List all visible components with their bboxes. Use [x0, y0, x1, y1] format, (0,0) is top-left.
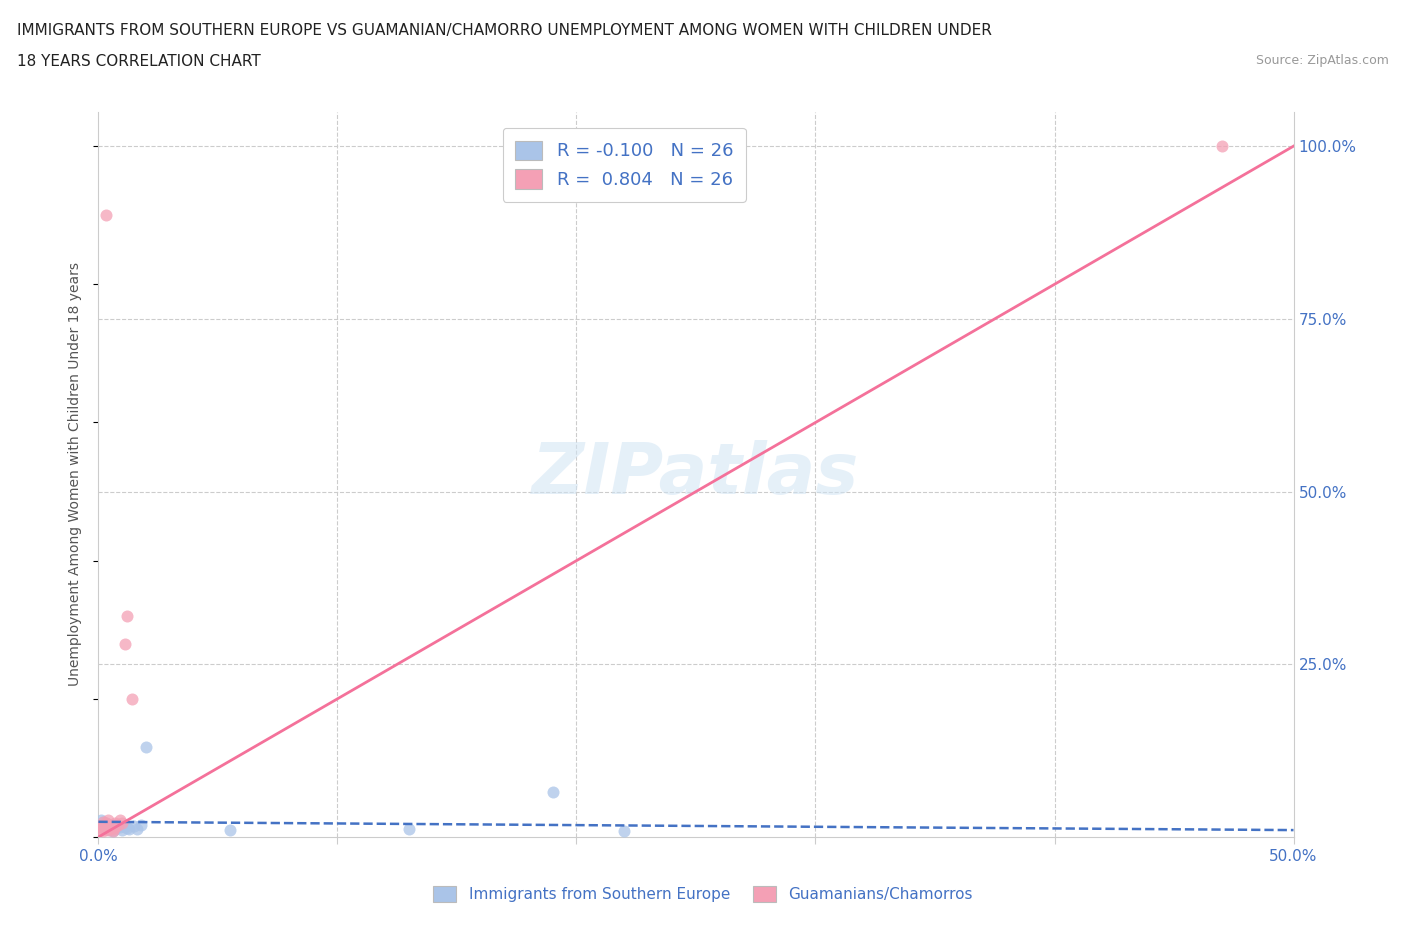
Point	[104, 816, 127, 830]
Point	[98, 817, 122, 832]
Point	[114, 819, 136, 834]
Point	[111, 816, 134, 830]
Point	[541, 785, 564, 800]
Legend: R = -0.100   N = 26, R =  0.804   N = 26: R = -0.100 N = 26, R = 0.804 N = 26	[502, 128, 747, 202]
Point	[107, 818, 129, 833]
Point	[98, 820, 122, 835]
Point	[98, 820, 122, 835]
Point	[398, 821, 420, 836]
Point	[91, 824, 114, 839]
Point	[125, 822, 148, 837]
Point	[101, 821, 124, 836]
Point	[94, 207, 117, 222]
Point	[613, 824, 636, 839]
Point	[97, 821, 120, 836]
Point	[121, 691, 143, 706]
Point	[91, 815, 114, 830]
Point	[90, 819, 112, 834]
Point	[101, 824, 124, 839]
Point	[97, 818, 120, 833]
Point	[115, 608, 138, 623]
Point	[135, 739, 157, 754]
Point	[124, 818, 146, 833]
Point	[107, 817, 129, 832]
Point	[97, 823, 120, 838]
Point	[94, 819, 117, 834]
Point	[115, 820, 138, 835]
Point	[97, 820, 120, 835]
Y-axis label: Unemployment Among Women with Children Under 18 years: Unemployment Among Women with Children U…	[69, 262, 83, 686]
Text: IMMIGRANTS FROM SOUTHERN EUROPE VS GUAMANIAN/CHAMORRO UNEMPLOYMENT AMONG WOMEN W: IMMIGRANTS FROM SOUTHERN EUROPE VS GUAMA…	[17, 23, 991, 38]
Point	[90, 823, 112, 838]
Point	[94, 821, 117, 836]
Point	[97, 812, 120, 827]
Text: 18 YEARS CORRELATION CHART: 18 YEARS CORRELATION CHART	[17, 54, 260, 69]
Point	[131, 817, 153, 832]
Point	[98, 818, 122, 833]
Point	[94, 816, 117, 830]
Text: Source: ZipAtlas.com: Source: ZipAtlas.com	[1256, 54, 1389, 67]
Point	[98, 823, 122, 838]
Point	[101, 824, 124, 839]
Point	[108, 820, 131, 835]
Point	[90, 812, 112, 827]
Point	[94, 818, 117, 833]
Point	[1211, 139, 1233, 153]
Point	[91, 815, 114, 830]
Legend: Immigrants from Southern Europe, Guamanians/Chamorros: Immigrants from Southern Europe, Guamani…	[427, 880, 979, 909]
Point	[108, 812, 131, 827]
Point	[104, 821, 127, 836]
Point	[91, 817, 114, 832]
Point	[114, 636, 136, 651]
Point	[104, 819, 127, 834]
Point	[118, 821, 141, 836]
Point	[219, 823, 242, 838]
Point	[91, 817, 114, 832]
Point	[111, 823, 134, 838]
Text: ZIPatlas: ZIPatlas	[533, 440, 859, 509]
Point	[94, 816, 117, 830]
Point	[101, 817, 124, 832]
